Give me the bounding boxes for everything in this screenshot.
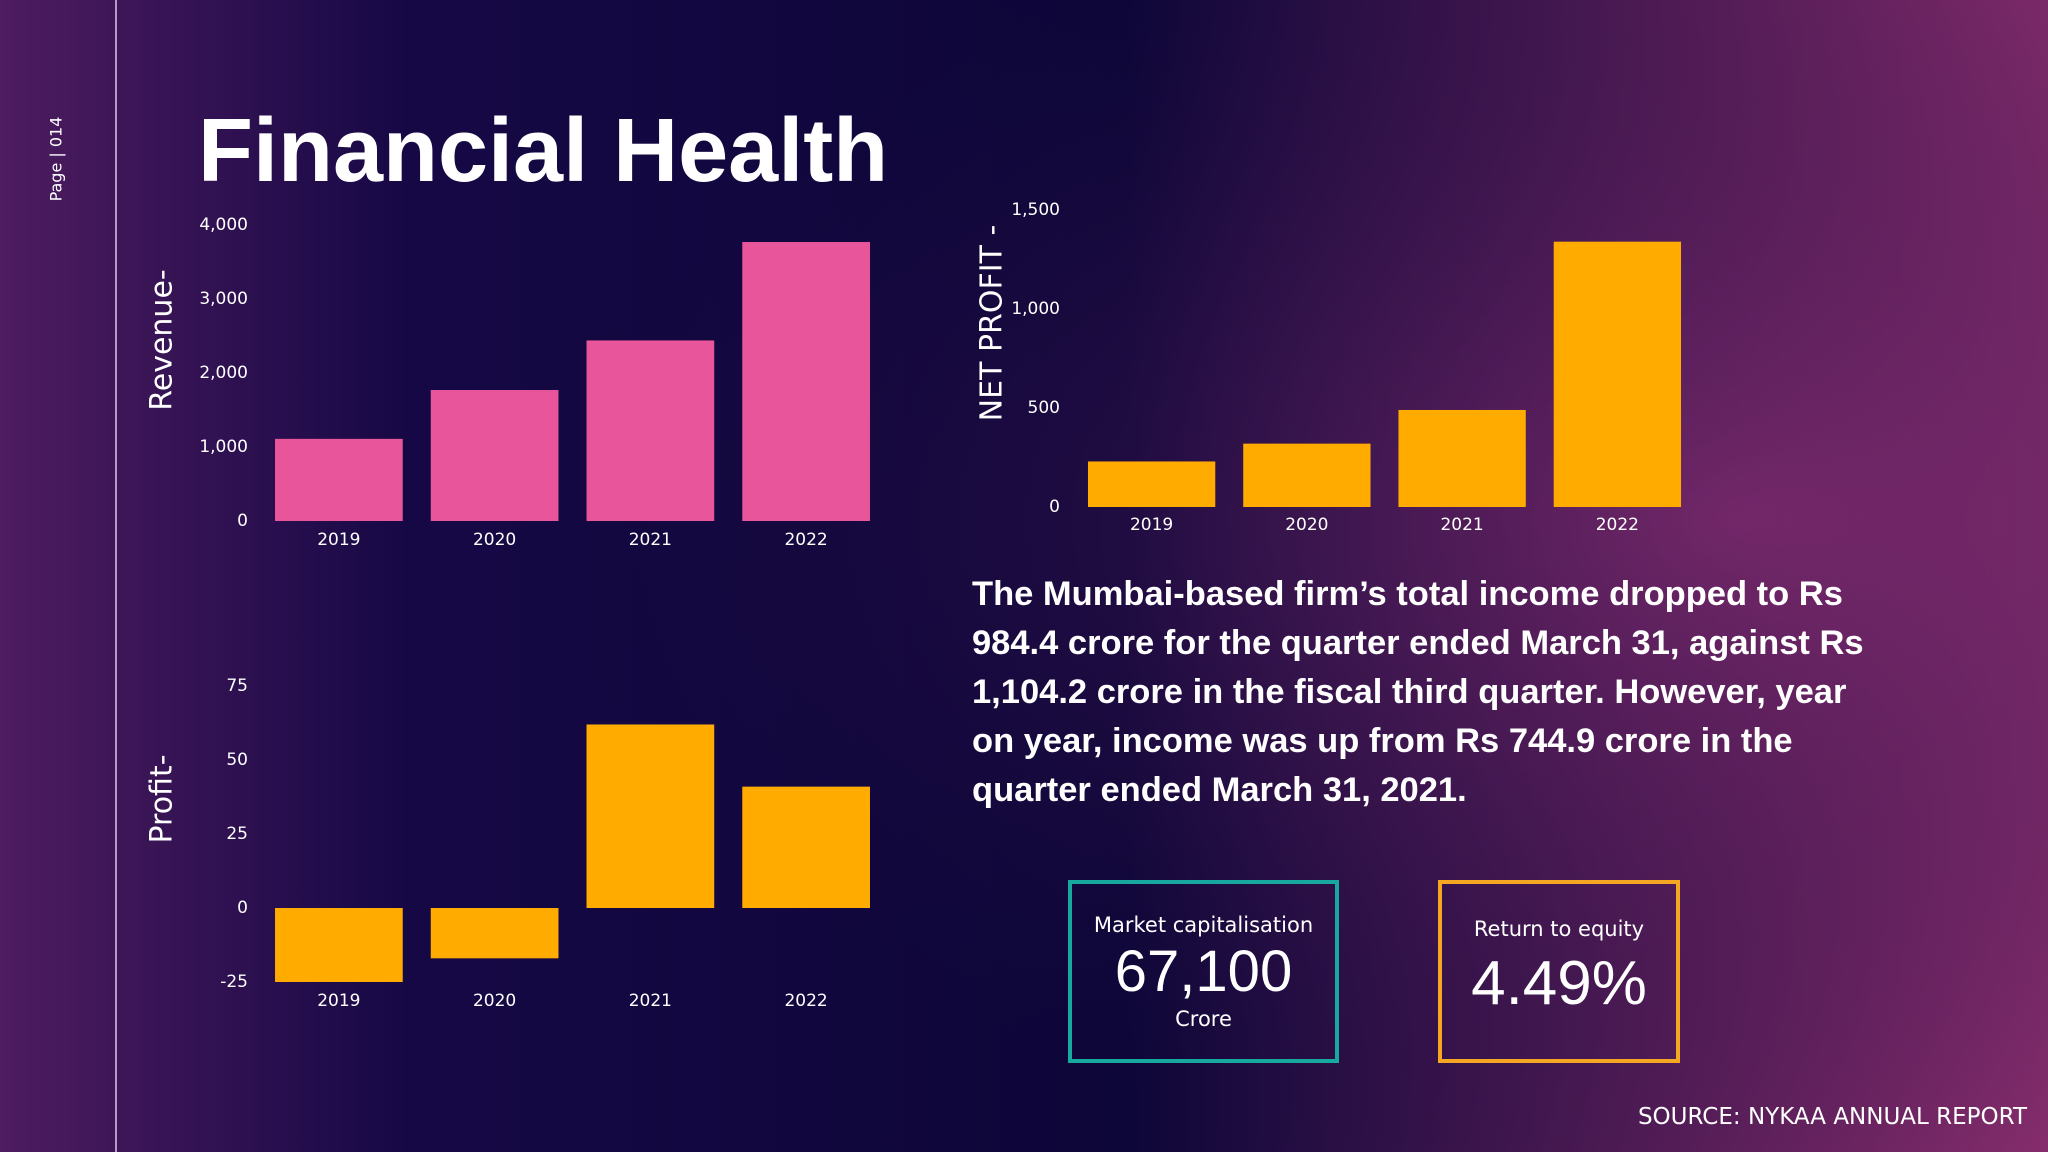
y-tick-label: 0 [1049, 497, 1060, 517]
x-tick-label: 2019 [317, 530, 360, 550]
bar [586, 340, 715, 521]
y-tick-label: 1,500 [1011, 200, 1060, 220]
bar [275, 438, 403, 521]
kpi-label: Market capitalisation [1093, 912, 1314, 937]
x-tick-label: 2021 [629, 530, 672, 550]
y-tick-label: 3,000 [199, 289, 248, 309]
kpi-value: 4.49% [1471, 948, 1647, 1018]
x-tick-label: 2022 [784, 991, 827, 1011]
bar [586, 724, 715, 908]
y-axis-label: NET PROFIT - [975, 225, 1010, 422]
y-tick-label: 25 [226, 824, 248, 844]
kpi-unit: Crore [1175, 1006, 1232, 1031]
x-tick-label: 2020 [473, 991, 516, 1011]
y-tick-label: 0 [237, 511, 248, 531]
kpi-label: Return to equity [1473, 916, 1645, 941]
kpi-card: Market capitalisation 67,100 Crore [1068, 880, 1339, 1063]
bar [1243, 443, 1371, 507]
y-tick-label: 2,000 [199, 363, 248, 383]
x-tick-label: 2022 [784, 530, 827, 550]
y-tick-label: 4,000 [199, 215, 248, 235]
y-tick-label: 1,000 [1011, 299, 1060, 319]
x-tick-label: 2021 [1440, 515, 1483, 535]
bar [275, 908, 403, 982]
x-tick-label: 2019 [317, 991, 360, 1011]
x-tick-label: 2020 [1285, 515, 1328, 535]
bar [430, 390, 559, 521]
bar [1553, 241, 1682, 507]
y-tick-label: 50 [226, 750, 248, 770]
x-tick-label: 2022 [1596, 515, 1639, 535]
y-tick-label: 500 [1028, 398, 1060, 418]
y-tick-label: -25 [220, 972, 248, 992]
paragraph: The Mumbai-based firm’s total income dro… [972, 575, 1864, 809]
x-tick-label: 2019 [1130, 515, 1173, 535]
x-tick-label: 2021 [629, 991, 672, 1011]
source: SOURCE: NYKAA ANNUAL REPORT [1637, 1104, 2027, 1130]
page-label: Page | 014 [47, 117, 66, 202]
y-tick-label: 0 [237, 898, 248, 918]
y-axis-label: Profit- [145, 754, 180, 843]
kpi-card: Return to equity 4.49% [1438, 880, 1680, 1063]
x-tick-label: 2020 [473, 530, 516, 550]
bar [742, 242, 870, 521]
bar [742, 786, 870, 908]
bar [430, 908, 559, 959]
y-tick-label: 1,000 [199, 437, 248, 457]
y-axis-label: Revenue- [145, 269, 180, 410]
bar [1087, 461, 1216, 507]
slide-title: Financial Health [198, 101, 889, 201]
bar [1398, 409, 1526, 507]
kpi-value: 67,100 [1114, 938, 1293, 1004]
y-tick-label: 75 [226, 676, 248, 696]
